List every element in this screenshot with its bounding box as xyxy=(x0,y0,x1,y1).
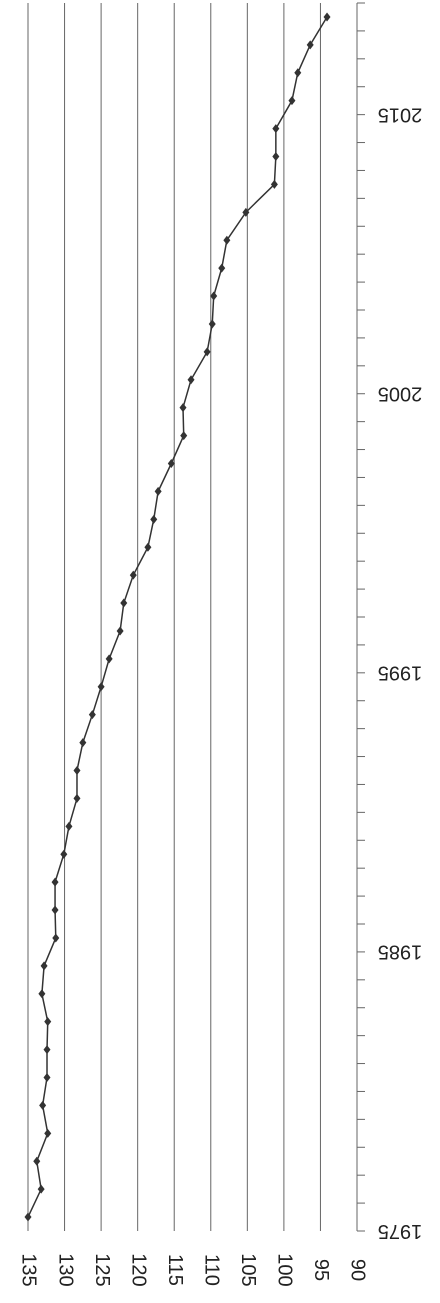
data-point xyxy=(33,1156,41,1166)
data-point xyxy=(323,12,331,22)
data-point xyxy=(272,152,280,161)
data-point xyxy=(37,1184,45,1194)
data-point xyxy=(73,793,81,803)
data-point xyxy=(179,403,187,413)
data-point xyxy=(40,961,48,971)
data-point xyxy=(120,598,128,608)
data-point xyxy=(272,124,280,134)
data-point xyxy=(208,319,216,329)
x-tick-label: 2015 xyxy=(378,103,423,125)
data-point xyxy=(223,235,231,245)
data-point xyxy=(24,1212,32,1222)
data-point xyxy=(52,933,60,943)
data-point xyxy=(105,654,113,664)
x-tick-label: 1995 xyxy=(378,662,423,684)
data-point xyxy=(150,514,158,524)
data-point xyxy=(43,1073,51,1082)
data-point xyxy=(116,626,124,636)
data-point xyxy=(167,459,175,468)
data-point xyxy=(65,821,73,831)
data-point xyxy=(288,96,296,106)
y-tick-label: 90 xyxy=(347,1259,369,1281)
data-point xyxy=(38,989,46,999)
data-point xyxy=(180,431,188,441)
data-point xyxy=(73,766,81,775)
data-point xyxy=(88,710,96,720)
y-tick-label: 110 xyxy=(200,1254,222,1286)
data-point xyxy=(97,682,105,692)
x-tick-label: 1975 xyxy=(378,1220,423,1242)
y-tick-label: 115 xyxy=(164,1254,186,1286)
data-point xyxy=(51,877,59,887)
data-point xyxy=(306,40,314,50)
data-point xyxy=(242,207,250,217)
data-point xyxy=(187,375,195,385)
y-tick-label: 95 xyxy=(310,1259,332,1281)
data-point xyxy=(154,486,162,496)
y-tick-label: 100 xyxy=(274,1253,296,1286)
y-tick-label: 125 xyxy=(91,1253,113,1286)
x-tick-label: 2005 xyxy=(378,382,423,404)
data-point xyxy=(210,291,218,301)
y-tick-label: 130 xyxy=(54,1253,76,1286)
data-point xyxy=(294,68,302,78)
y-tick-label: 135 xyxy=(18,1253,40,1286)
data-point xyxy=(144,542,152,552)
data-point xyxy=(203,347,211,357)
data-point xyxy=(44,1017,52,1027)
data-point xyxy=(51,905,59,915)
y-tick-label: 120 xyxy=(127,1253,149,1286)
x-tick-label: 1985 xyxy=(378,941,423,963)
data-point xyxy=(39,1100,47,1110)
data-line xyxy=(27,16,328,1218)
data-point xyxy=(129,570,137,580)
data-point xyxy=(218,263,226,273)
data-point xyxy=(270,179,278,189)
data-point xyxy=(43,1045,51,1055)
data-point xyxy=(44,1128,52,1138)
y-tick-label: 105 xyxy=(237,1253,259,1286)
data-point xyxy=(60,849,68,859)
data-point xyxy=(79,738,87,748)
